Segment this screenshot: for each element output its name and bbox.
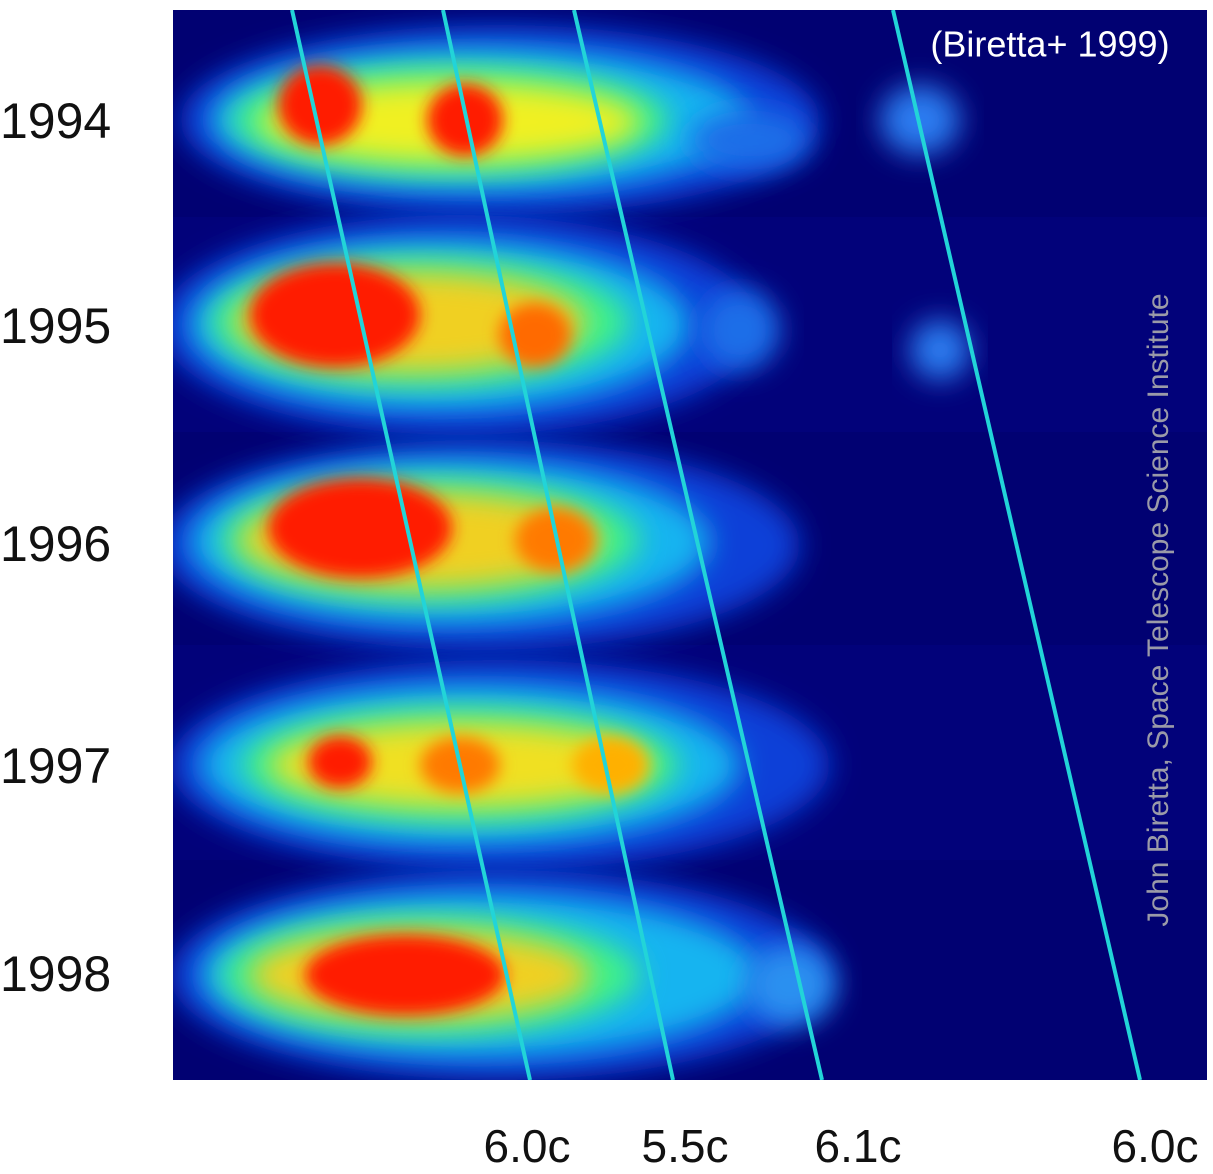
year-label: 1994 (0, 93, 111, 149)
credit: John Biretta, Space Telescope Science In… (1142, 293, 1175, 926)
motion-line (891, 10, 1142, 1080)
citation: (Biretta+ 1999) (930, 24, 1169, 65)
speed-label: 6.0c (1112, 1120, 1199, 1172)
emission-blob (268, 478, 452, 578)
speed-label: 6.1c (815, 1120, 902, 1172)
emission-blob (700, 290, 780, 370)
emission-blob (305, 935, 505, 1015)
year-label: 1997 (0, 738, 111, 794)
jet-image (173, 10, 1207, 1080)
emission-blob (745, 945, 835, 1025)
motion-line (441, 10, 675, 1080)
emission-blob (910, 320, 970, 380)
emission-blob (690, 110, 810, 170)
speed-label: 6.0c (484, 1120, 571, 1172)
year-label: 1998 (0, 946, 111, 1002)
motion-lines (290, 10, 1142, 1080)
motion-line (572, 10, 824, 1080)
speed-label: 5.5c (642, 1120, 729, 1172)
emission-blob (308, 736, 372, 788)
year-label: 1996 (0, 516, 111, 572)
emission-blob (572, 737, 648, 793)
emission-blob (250, 263, 420, 367)
emission-blob (278, 65, 362, 145)
year-label: 1995 (0, 298, 111, 354)
motion-line (290, 10, 532, 1080)
